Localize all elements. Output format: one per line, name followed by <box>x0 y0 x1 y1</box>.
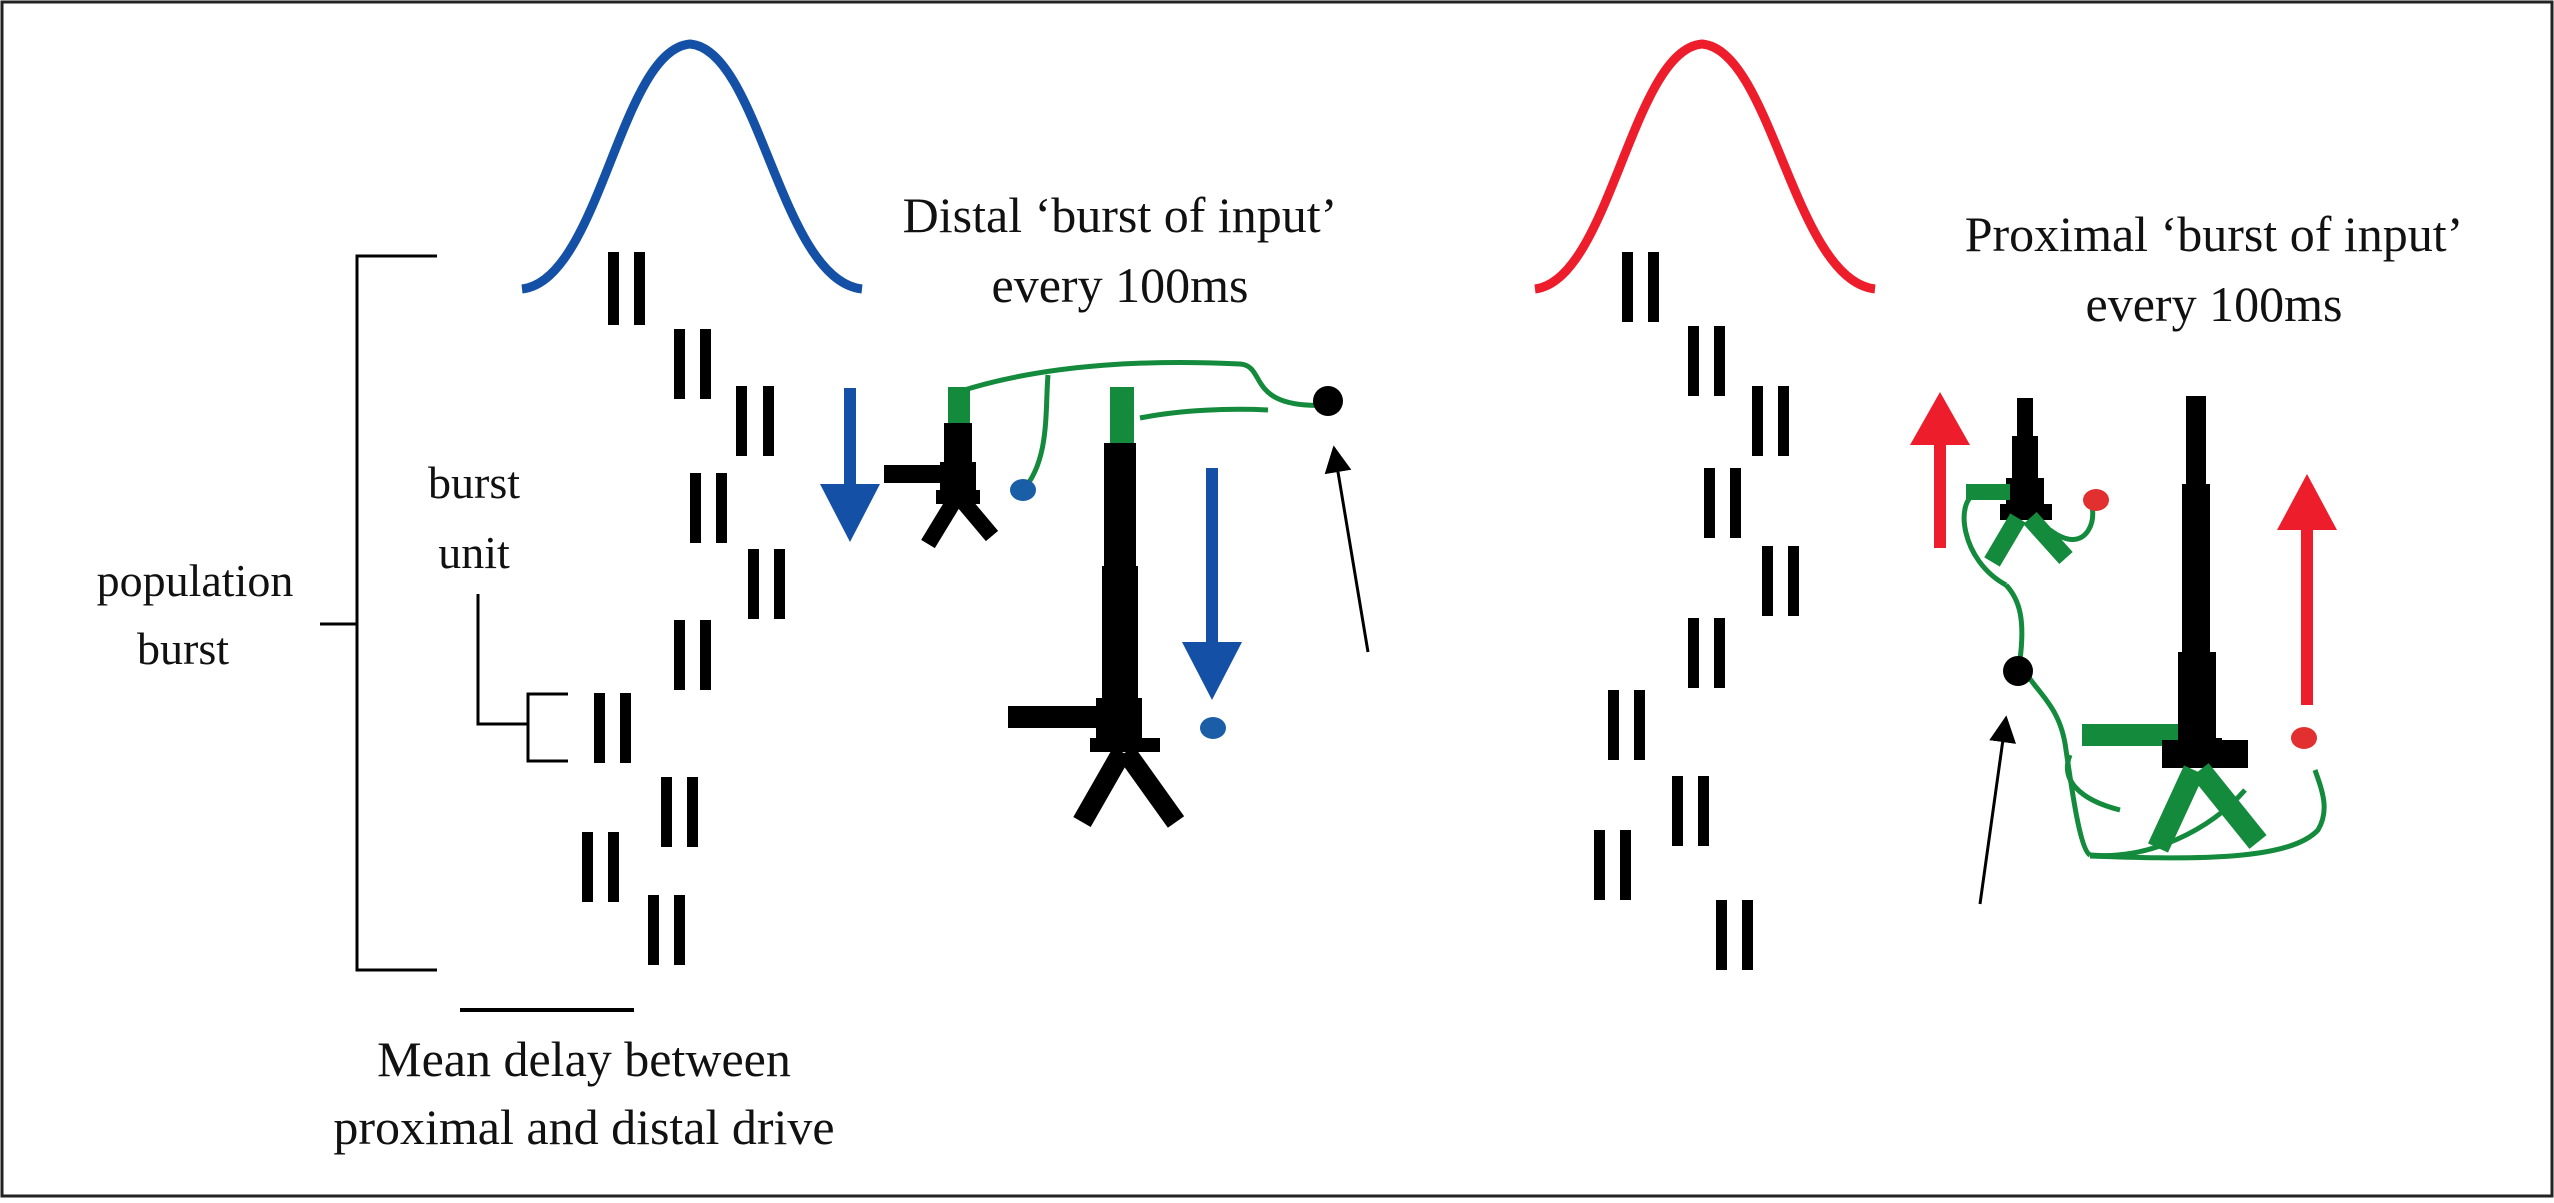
distal-gaussian-curve <box>521 39 863 294</box>
spike-bar <box>674 895 685 965</box>
arrow-up-icon <box>2277 474 2337 705</box>
spike-bar <box>608 252 619 325</box>
distal-input-label-2: every 100ms <box>992 257 1249 313</box>
spike-bar <box>690 473 701 543</box>
spike-bar <box>1704 468 1715 538</box>
spike-bar <box>1714 618 1725 688</box>
spike-bar <box>674 329 685 399</box>
spike-bar <box>634 252 645 325</box>
distal-input-label-1: Distal ‘burst of input’ <box>903 187 1338 243</box>
arrow-up-icon <box>1910 392 1970 548</box>
spike-bar <box>1648 252 1659 322</box>
neuron-icon <box>1008 387 1226 828</box>
arrow-down-icon <box>820 388 880 542</box>
spike-bar <box>1688 618 1699 688</box>
spike-bar <box>774 549 785 619</box>
burst-unit-label-1: burst <box>428 457 520 508</box>
spike-bar <box>1762 546 1773 616</box>
spike-bar <box>1672 776 1683 846</box>
neuron-icon <box>2082 396 2317 853</box>
spike-bar <box>674 620 685 690</box>
neuron-icon <box>1966 398 2109 567</box>
burst-unit-label-2: unit <box>438 527 510 578</box>
input-source-dot <box>2003 656 2033 686</box>
distal-spike-raster <box>582 252 785 965</box>
spike-bar <box>1698 776 1709 846</box>
spike-bar <box>700 329 711 399</box>
spike-bar <box>594 693 605 763</box>
spike-bar <box>1714 326 1725 396</box>
mean-delay-label-1: Mean delay between <box>377 1031 791 1087</box>
spike-bar <box>1730 468 1741 538</box>
spike-bar <box>582 832 593 902</box>
spike-bar <box>1778 386 1789 456</box>
spike-bar <box>1620 830 1631 900</box>
spike-bar <box>1608 690 1619 760</box>
spike-bar <box>1716 900 1727 970</box>
spike-bar <box>736 386 747 456</box>
population-burst-label-2: burst <box>137 623 229 674</box>
spike-bar <box>700 620 711 690</box>
spike-bar <box>608 832 619 902</box>
input-source-dot <box>1313 386 1343 416</box>
spike-bar <box>648 895 659 965</box>
proximal-input-label-2: every 100ms <box>2086 276 2343 332</box>
arrow-pointer-icon <box>1978 715 2017 905</box>
spike-bar <box>620 693 631 763</box>
population-burst-label-1: population <box>97 555 294 606</box>
arrow-down-icon <box>1182 468 1242 700</box>
population-bracket <box>320 254 437 972</box>
spike-bar <box>1752 386 1763 456</box>
spike-bar <box>716 473 727 543</box>
spike-bar <box>1622 252 1633 322</box>
spike-bar <box>1742 900 1753 970</box>
spike-bar <box>1634 690 1645 760</box>
spike-bar <box>1594 830 1605 900</box>
proximal-input-label-1: Proximal ‘burst of input’ <box>1965 206 2464 262</box>
spike-bar <box>1788 546 1799 616</box>
mean-delay-label-2: proximal and distal drive <box>333 1099 834 1155</box>
neuron-icon <box>884 359 1331 549</box>
spike-bar <box>763 386 774 456</box>
spike-bar <box>687 777 698 847</box>
arrow-pointer-icon <box>1324 445 1370 653</box>
burst-unit-bracket <box>476 594 568 763</box>
spike-bar <box>1688 326 1699 396</box>
spike-bar <box>748 549 759 619</box>
proximal-spike-raster <box>1594 252 1799 970</box>
spike-bar <box>661 777 672 847</box>
proximal-gaussian-curve <box>1534 39 1876 294</box>
